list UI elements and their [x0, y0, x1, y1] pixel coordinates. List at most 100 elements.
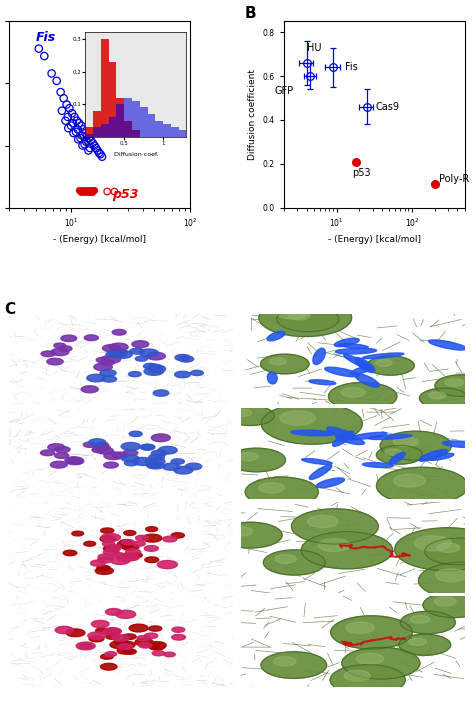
Circle shape — [235, 409, 252, 416]
Circle shape — [376, 360, 392, 366]
Point — [60, 93, 67, 104]
Circle shape — [437, 543, 460, 552]
Circle shape — [112, 350, 132, 358]
Circle shape — [419, 388, 469, 409]
Point — [83, 185, 91, 196]
Circle shape — [261, 652, 327, 678]
Circle shape — [341, 387, 365, 397]
Circle shape — [157, 561, 177, 569]
Circle shape — [65, 457, 83, 464]
Circle shape — [376, 445, 422, 464]
Circle shape — [132, 341, 149, 348]
Circle shape — [259, 483, 284, 493]
Point — [74, 134, 82, 145]
Circle shape — [92, 447, 106, 453]
Circle shape — [122, 553, 136, 559]
Ellipse shape — [350, 365, 374, 375]
Point — [69, 118, 77, 129]
Ellipse shape — [334, 338, 359, 347]
Circle shape — [93, 444, 110, 451]
Text: Fis: Fis — [345, 62, 358, 72]
Circle shape — [100, 528, 114, 533]
Circle shape — [292, 509, 378, 544]
Point — [82, 136, 90, 147]
Point — [58, 105, 66, 116]
Ellipse shape — [350, 433, 387, 440]
Circle shape — [107, 544, 121, 551]
Circle shape — [117, 648, 133, 654]
Circle shape — [172, 627, 185, 632]
Point — [83, 130, 91, 141]
Circle shape — [135, 639, 154, 646]
Point — [80, 124, 87, 135]
Circle shape — [97, 447, 113, 454]
Circle shape — [136, 535, 148, 541]
Point — [103, 185, 111, 197]
Circle shape — [261, 403, 362, 444]
Point — [75, 185, 82, 196]
Point — [78, 120, 85, 131]
Ellipse shape — [339, 343, 368, 348]
Circle shape — [41, 351, 55, 357]
Point — [65, 103, 73, 114]
Ellipse shape — [325, 367, 359, 377]
Text: B: B — [244, 6, 256, 21]
Circle shape — [55, 452, 69, 458]
Circle shape — [148, 365, 162, 370]
Circle shape — [112, 634, 129, 641]
Circle shape — [277, 307, 339, 331]
Circle shape — [435, 375, 474, 396]
Circle shape — [63, 550, 77, 556]
Point — [87, 135, 95, 147]
Circle shape — [175, 355, 190, 360]
Circle shape — [113, 553, 125, 557]
Circle shape — [219, 523, 282, 548]
Circle shape — [81, 386, 98, 393]
Circle shape — [149, 626, 162, 632]
Point — [48, 68, 55, 79]
Point — [90, 185, 98, 196]
Text: Cas9: Cas9 — [375, 102, 400, 112]
Circle shape — [273, 657, 296, 666]
Ellipse shape — [309, 379, 336, 384]
Circle shape — [133, 457, 152, 465]
Circle shape — [84, 335, 99, 341]
Circle shape — [146, 353, 165, 360]
Circle shape — [144, 367, 164, 375]
Circle shape — [393, 474, 425, 487]
Circle shape — [103, 628, 121, 635]
Ellipse shape — [466, 347, 474, 359]
Point — [94, 145, 101, 156]
Circle shape — [102, 542, 115, 547]
Circle shape — [395, 527, 474, 571]
Circle shape — [434, 597, 456, 606]
Circle shape — [66, 457, 84, 464]
Circle shape — [436, 569, 467, 582]
Circle shape — [144, 546, 158, 552]
Circle shape — [126, 555, 139, 561]
Ellipse shape — [443, 441, 474, 447]
Ellipse shape — [267, 331, 285, 341]
Circle shape — [91, 560, 105, 566]
Circle shape — [144, 363, 157, 369]
Circle shape — [91, 620, 109, 627]
Point — [89, 137, 97, 149]
Circle shape — [123, 649, 136, 654]
Circle shape — [103, 549, 119, 555]
Circle shape — [410, 615, 430, 623]
Circle shape — [124, 530, 136, 535]
Point — [68, 108, 76, 119]
Text: HU: HU — [307, 42, 321, 52]
Circle shape — [95, 567, 113, 574]
Point — [72, 126, 80, 137]
Circle shape — [145, 633, 158, 639]
Circle shape — [147, 365, 165, 372]
Circle shape — [129, 431, 142, 437]
Circle shape — [112, 452, 128, 459]
Circle shape — [344, 670, 370, 681]
Circle shape — [105, 609, 122, 615]
Text: p53: p53 — [352, 168, 371, 178]
Circle shape — [230, 527, 253, 536]
Circle shape — [330, 665, 405, 695]
Circle shape — [105, 634, 120, 639]
